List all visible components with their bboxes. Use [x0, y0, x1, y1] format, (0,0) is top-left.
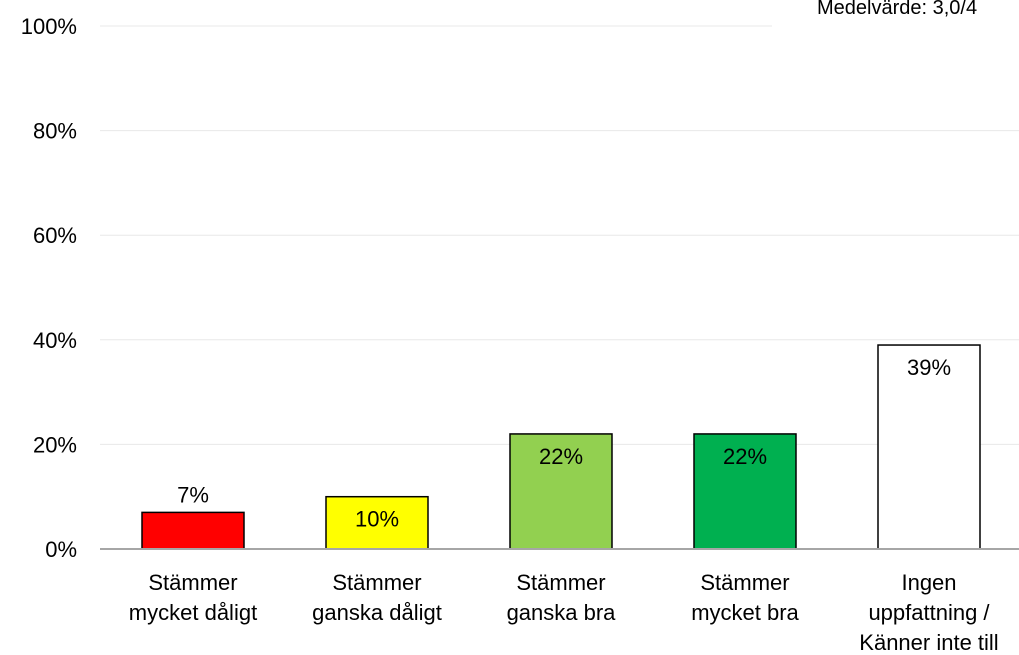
x-category-label: mycket bra [691, 600, 799, 625]
bar [509, 433, 613, 550]
grid-lines [100, 25, 1019, 445]
data-label: 39% [907, 355, 951, 380]
y-tick-label: 100% [21, 14, 77, 39]
data-label: 7% [177, 482, 209, 507]
x-category-label: Stämmer [516, 570, 605, 595]
x-category-label: ganska dåligt [312, 600, 442, 625]
x-category-label: uppfattning / [868, 600, 990, 625]
x-axis-category-labels: Stämmer mycket dåligt Stämmer ganska dåligt… [129, 570, 999, 655]
bar [693, 433, 797, 550]
y-tick-label: 20% [33, 432, 77, 457]
data-labels: 7% 10% 22% 22% 39% [177, 355, 951, 532]
y-tick-label: 60% [33, 223, 77, 248]
x-category-label: mycket dåligt [129, 600, 257, 625]
x-category-label: ganska bra [507, 600, 617, 625]
bar [877, 344, 981, 550]
y-tick-label: 0% [45, 537, 77, 562]
x-category-label: Känner inte till [859, 630, 998, 655]
data-label: 22% [723, 444, 767, 469]
x-category-label: Stämmer [148, 570, 237, 595]
y-axis-tick-labels: 0% 20% 40% 60% 80% 100% [21, 14, 77, 562]
mean-value-label: Medelvärde: 3,0/4 [817, 0, 977, 19]
data-label: 22% [539, 444, 583, 469]
data-label: 10% [355, 507, 399, 532]
x-category-label: Ingen [901, 570, 956, 595]
bar [141, 511, 245, 550]
bars [141, 344, 981, 550]
y-tick-label: 40% [33, 328, 77, 353]
y-tick-label: 80% [33, 119, 77, 144]
x-category-label: Stämmer [700, 570, 789, 595]
x-category-label: Stämmer [332, 570, 421, 595]
